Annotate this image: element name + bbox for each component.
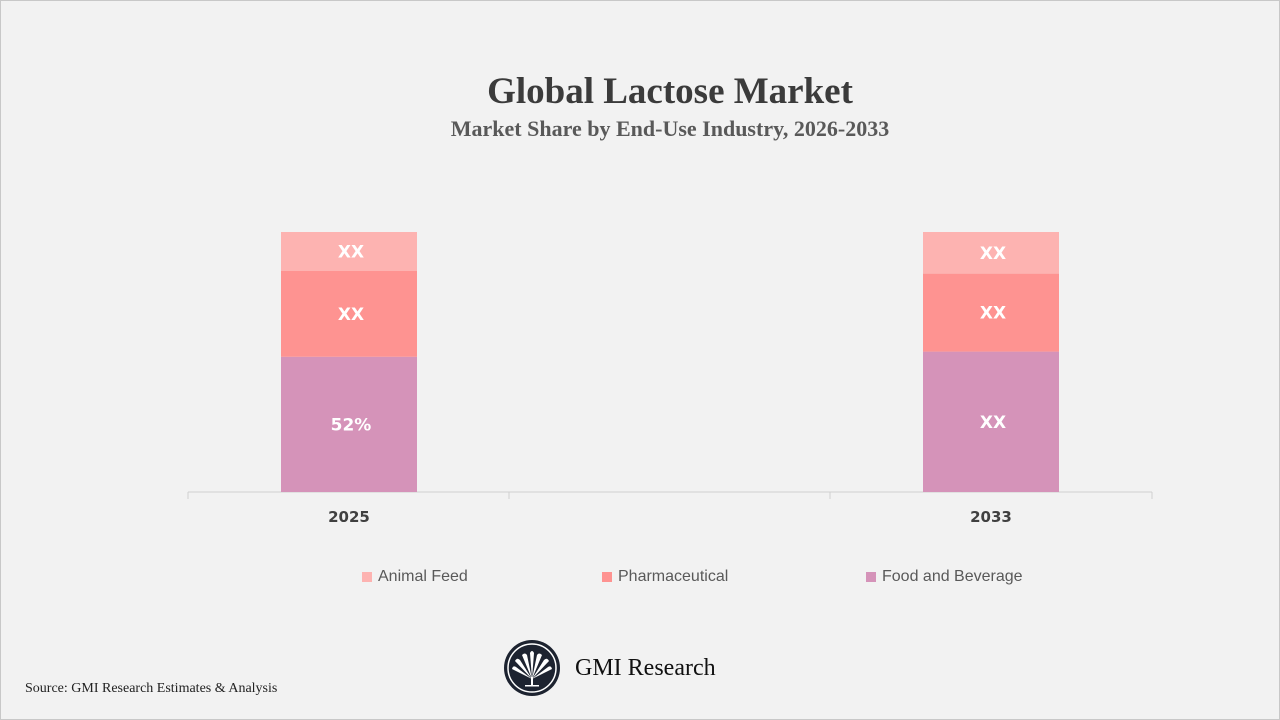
legend-label: Food and Beverage	[882, 568, 1023, 585]
data-label: XX	[980, 304, 1006, 324]
data-label: XX	[980, 244, 1006, 264]
legend-item-pharmaceutical: Pharmaceutical	[602, 568, 728, 586]
bar-segment-food-and-beverage-2033	[923, 351, 1059, 492]
chart-subtitle: Market Share by End-Use Industry, 2026-2…	[450, 116, 890, 141]
bar-segment-pharmaceutical-2033	[923, 273, 1059, 352]
logo-text: GMI Research	[575, 654, 716, 681]
data-label: XX	[980, 413, 1006, 433]
gmi-fan-logo-icon	[504, 640, 560, 696]
legend-label: Animal Feed	[378, 568, 468, 585]
x-tick-label: 2025	[328, 508, 370, 526]
legend-item-animal-feed: Animal Feed	[362, 568, 468, 586]
chart-title: Global Lactose Market	[487, 71, 853, 112]
data-label: XX	[338, 243, 364, 263]
source-note: Source: GMI Research Estimates & Analysi…	[25, 681, 278, 696]
legend-item-food-and-beverage: Food and Beverage	[866, 568, 1023, 586]
legend-swatch	[362, 572, 372, 582]
bar-segment-food-and-beverage-2025	[281, 356, 417, 492]
bar-segment-animal-feed-2033	[923, 232, 1059, 274]
bar-segment-animal-feed-2025	[281, 232, 417, 271]
legend: Animal Feed Pharmaceutical Food and Beve…	[0, 568, 1280, 588]
legend-swatch	[602, 572, 612, 582]
bar-segment-pharmaceutical-2025	[281, 271, 417, 357]
data-label: XX	[338, 305, 364, 325]
data-label: 52%	[331, 415, 372, 435]
legend-swatch	[866, 572, 876, 582]
x-tick-label: 2033	[970, 508, 1012, 526]
legend-label: Pharmaceutical	[618, 568, 729, 585]
gmi-logo: GMI Research	[503, 639, 716, 697]
